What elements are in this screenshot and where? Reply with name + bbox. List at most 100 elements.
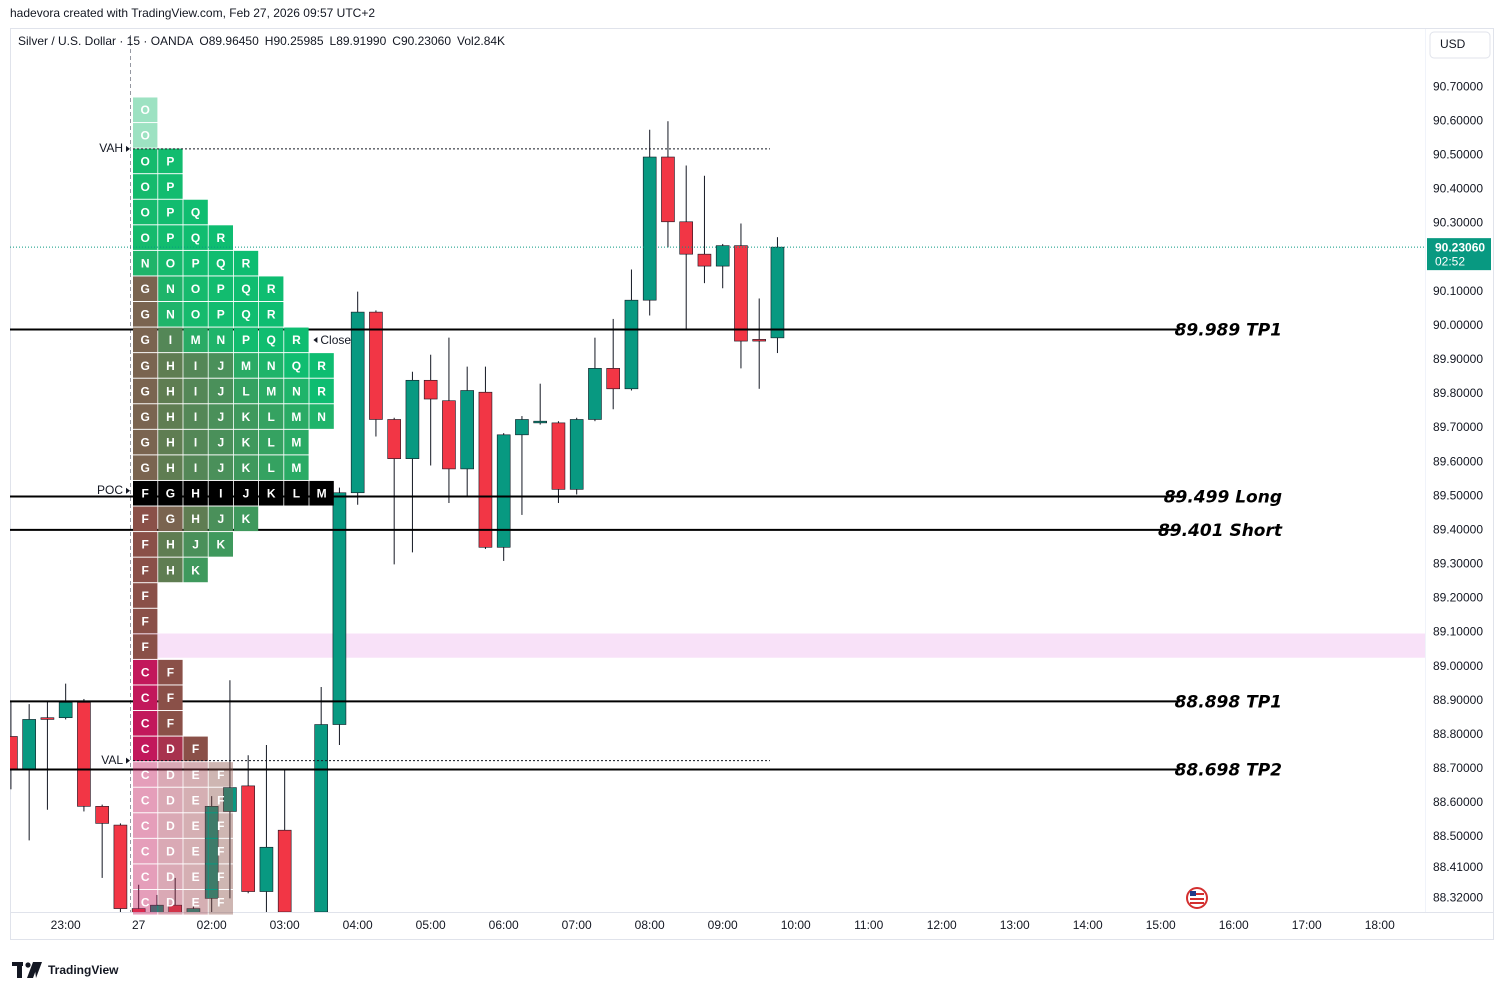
tpo-letter: M (291, 435, 301, 449)
tpo-cell (183, 199, 208, 225)
tpo-cell (183, 327, 208, 353)
tpo-letter: E (192, 845, 200, 859)
tpo-letter: K (267, 487, 276, 501)
tpo-cell (133, 97, 158, 123)
tpo-letter: R (292, 333, 301, 347)
tpo-letter: Q (267, 333, 276, 347)
candle-body (77, 702, 91, 807)
x-tick-label: 16:00 (1219, 918, 1249, 932)
tpo-cell (208, 532, 233, 557)
val-marker (126, 757, 130, 764)
tpo-cell (183, 378, 208, 404)
tpo-letter: Q (191, 231, 200, 245)
candle-body (22, 719, 36, 770)
tpo-cell (183, 250, 208, 276)
legend-key: H (265, 34, 274, 48)
tpo-letter: J (217, 461, 224, 475)
tpo-cell (233, 480, 259, 506)
level-label: 89.989 TP1 (1175, 320, 1282, 340)
tpo-cell (208, 404, 233, 429)
y-tick-label: 90.40000 (1433, 182, 1483, 196)
tpo-cell (183, 353, 208, 378)
tpo-letter: G (141, 384, 150, 398)
candle-body (606, 368, 620, 390)
tpo-cell (133, 838, 158, 864)
tpo-letter: G (166, 512, 175, 526)
candle-body (734, 245, 748, 342)
tpo-cell (158, 301, 183, 327)
candle-body (679, 221, 693, 255)
tpo-letter: M (291, 461, 301, 475)
tpo-cell (183, 506, 208, 532)
tpo-letter: F (217, 819, 224, 833)
tpo-letter: R (216, 231, 225, 245)
tpo-cell (208, 225, 233, 250)
tpo-letter: H (166, 538, 175, 552)
tpo-cell (233, 506, 259, 532)
candle-body (405, 379, 420, 459)
candle-body (131, 908, 146, 912)
tpo-letter: O (191, 282, 200, 296)
level-label: 89.499 Long (1164, 488, 1282, 508)
tpo-cell (158, 480, 183, 506)
tpo-letter: H (166, 461, 175, 475)
tpo-letter: C (141, 742, 150, 756)
tpo-letter: O (191, 308, 200, 322)
tpo-letter: L (268, 435, 275, 449)
y-tick-label: 88.60000 (1433, 795, 1483, 809)
tpo-letter: C (141, 870, 150, 884)
candle-body (350, 311, 365, 494)
x-tick-label: 12:00 (927, 918, 957, 932)
tpo-letter: K (216, 538, 225, 552)
tpo-cell (208, 250, 233, 276)
tpo-letter: F (217, 870, 224, 884)
tpo-letter: C (141, 717, 150, 731)
tpo-letter: P (242, 333, 250, 347)
x-tick-label: 27 (132, 918, 146, 932)
x-tick-label: 23:00 (51, 918, 81, 932)
tpo-letter: O (141, 180, 150, 194)
x-tick-label: 18:00 (1365, 918, 1395, 932)
tpo-cell (183, 429, 208, 455)
tpo-cell (183, 838, 208, 864)
poc-marker (126, 487, 130, 494)
tpo-cell (259, 327, 284, 353)
x-tick-label: 08:00 (635, 918, 665, 932)
tpo-cell (259, 429, 284, 455)
candle-body (642, 156, 657, 301)
level-label: 88.698 TP2 (1175, 761, 1282, 781)
tpo-letter: O (141, 231, 150, 245)
tpo-cell (158, 455, 183, 480)
tpo-letter: P (166, 180, 174, 194)
tpo-cell (233, 353, 259, 378)
tpo-letter: F (167, 717, 174, 731)
tpo-letter: F (142, 640, 149, 654)
tpo-letter: L (293, 487, 300, 501)
tpo-letter: F (167, 666, 174, 680)
legend-value: 90.25985 (273, 34, 323, 48)
tpo-cell (208, 353, 233, 378)
tpo-letter: R (317, 384, 326, 398)
tpo-letter: I (194, 410, 197, 424)
tpo-letter: C (141, 896, 150, 910)
tpo-letter: I (194, 435, 197, 449)
tpo-letter: D (166, 896, 175, 910)
last-price-label: 90.23060 (1435, 240, 1485, 254)
tpo-letter: F (142, 538, 149, 552)
tpo-cell (284, 455, 309, 480)
tpo-cell (133, 608, 158, 634)
poc-label: POC (97, 483, 123, 497)
tpo-letter: N (141, 257, 150, 271)
candle-body (460, 390, 474, 470)
x-tick-label: 03:00 (270, 918, 300, 932)
tpo-cell (133, 301, 158, 327)
countdown-label: 02:52 (1435, 254, 1465, 268)
tpo-cell (158, 685, 183, 711)
tpo-letter: J (217, 359, 224, 373)
currency-button[interactable] (1429, 31, 1491, 59)
tpo-cell (183, 225, 208, 250)
candle-body (150, 904, 164, 912)
tpo-cell (133, 762, 158, 787)
tpo-cell (259, 353, 284, 378)
